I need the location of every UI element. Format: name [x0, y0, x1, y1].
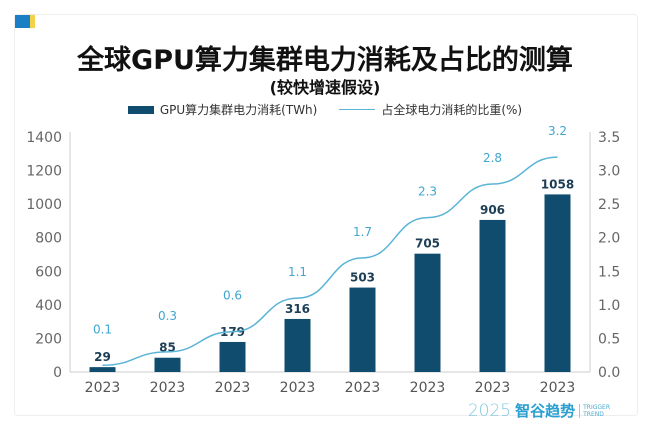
chart-title: 全球GPU算力集群电力消耗及占比的测算 [77, 45, 573, 76]
corner-badge [15, 15, 35, 28]
left-tick-label: 1000 [26, 197, 62, 213]
bar [219, 341, 246, 372]
line-value-label: 1.7 [353, 225, 372, 239]
legend-swatch-line [339, 109, 376, 110]
right-tick-label: 3.5 [598, 130, 620, 146]
right-tick-label: 0.0 [598, 365, 620, 381]
bar [349, 287, 376, 372]
line-value-label: 3.2 [548, 124, 567, 138]
legend-label: 占全球电力消耗的比重(%) [381, 103, 523, 117]
x-tick-label: 2023 [475, 380, 511, 396]
bar [544, 194, 571, 372]
bar-value-label: 316 [285, 302, 310, 316]
line-value-label: 0.3 [158, 309, 177, 323]
line-value-label: 0.1 [93, 322, 112, 336]
bar-value-label: 906 [480, 203, 505, 217]
bar [284, 318, 311, 372]
bar-value-label: 503 [350, 271, 375, 285]
legend-swatch-bar [127, 105, 154, 114]
line-value-label: 2.8 [483, 151, 502, 165]
chart-card [14, 14, 638, 416]
line-value-label: 2.3 [418, 185, 437, 199]
right-tick-label: 2.0 [598, 231, 620, 247]
legend-item-bar: GPU算力集群电力消耗(TWh) [127, 101, 318, 118]
left-tick-label: 1400 [26, 130, 62, 146]
left-tick-label: 0 [53, 365, 62, 381]
x-tick-label: 2023 [280, 380, 316, 396]
legend-item-line: 占全球电力消耗的比重(%) [339, 101, 522, 118]
line-value-label: 1.1 [288, 265, 307, 279]
right-tick-label: 3.0 [598, 164, 620, 180]
line-value-label: 0.6 [223, 289, 242, 303]
logo: 2025 智谷趋势 TRIGGER TREND [468, 400, 610, 421]
x-tick-label: 2023 [150, 380, 186, 396]
bar [89, 367, 116, 372]
logo-en: TRIGGER TREND [579, 403, 610, 418]
bar-value-label: 1058 [541, 177, 574, 191]
share-line [102, 156, 558, 367]
bar-value-label: 29 [94, 350, 111, 364]
x-tick-label: 2023 [410, 380, 446, 396]
left-tick-label: 400 [35, 298, 62, 314]
left-tick-label: 800 [35, 231, 62, 247]
logo-name: 智谷趋势 [515, 402, 576, 420]
right-tick-label: 1.0 [598, 298, 620, 314]
right-tick-label: 2.5 [598, 197, 620, 213]
x-tick-label: 2023 [345, 380, 381, 396]
legend-label: GPU算力集群电力消耗(TWh) [159, 103, 318, 117]
left-tick-label: 200 [35, 331, 62, 347]
bar [154, 357, 181, 372]
bar [479, 219, 506, 372]
x-tick-label: 2023 [85, 380, 121, 396]
bar [414, 253, 441, 372]
left-tick-label: 1200 [26, 164, 62, 180]
x-tick-label: 2023 [540, 380, 576, 396]
left-tick-label: 600 [35, 264, 62, 280]
right-tick-label: 1.5 [598, 264, 620, 280]
chart-subtitle: (较快增速假设) [269, 78, 381, 97]
x-tick-label: 2023 [215, 380, 251, 396]
logo-year: 2025 [467, 400, 512, 421]
right-tick-label: 0.5 [598, 331, 620, 347]
bar-value-label: 705 [415, 237, 440, 251]
legend: GPU算力集群电力消耗(TWh) 占全球电力消耗的比重(%) [0, 101, 650, 118]
